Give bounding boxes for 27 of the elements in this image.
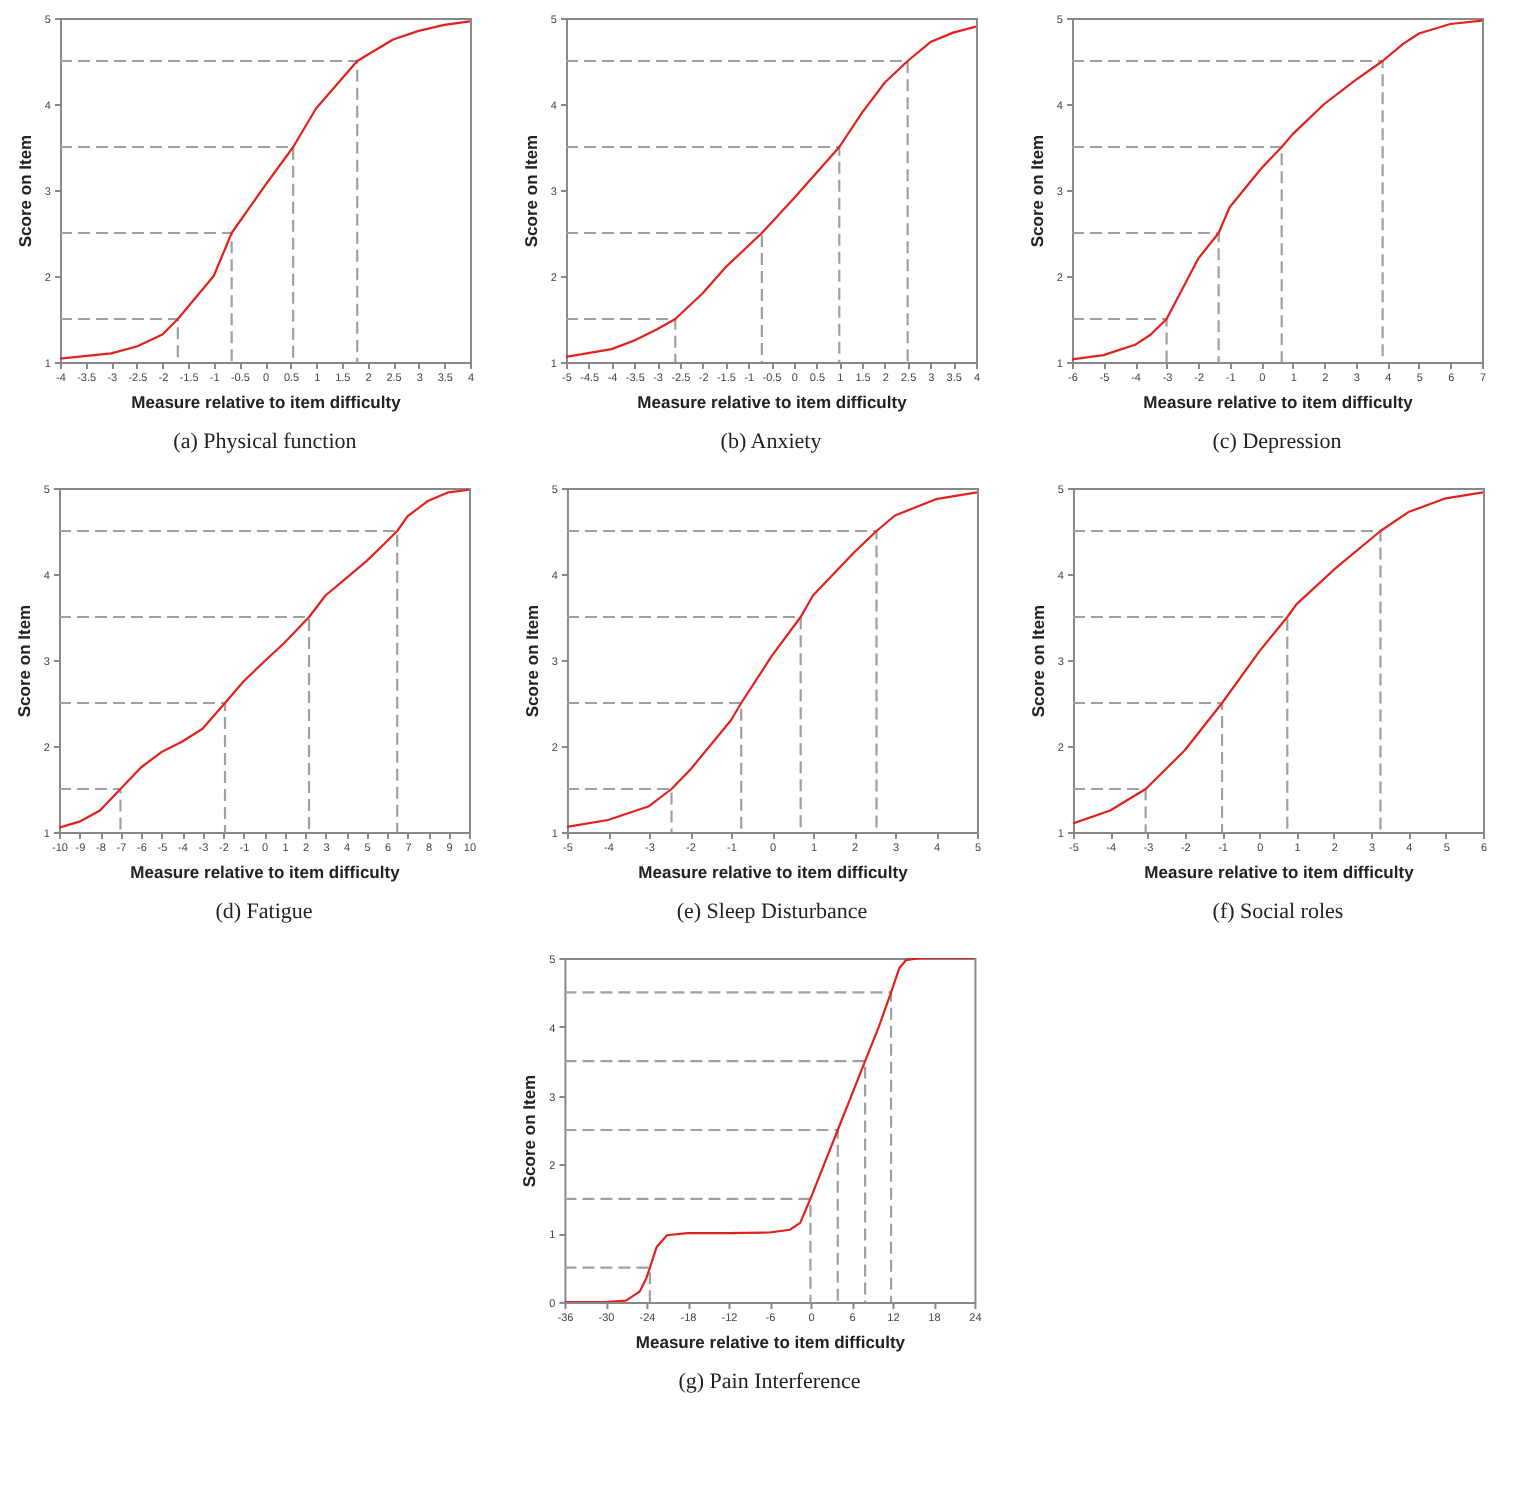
text: (d) Fatigue: [215, 900, 313, 924]
y-axis-title: Score on Item: [519, 1073, 540, 1188]
text: (a) Physical function: [173, 430, 358, 454]
text: (e) Sleep Disturbance: [676, 900, 868, 924]
y-axis-title: Score on Item: [14, 133, 35, 248]
line-series: [1071, 19, 1482, 361]
x-axis-title: Measure relative to item difficulty: [130, 862, 401, 882]
text: (c) Depression: [1212, 430, 1343, 454]
y-axis-title: Score on Item: [520, 133, 541, 248]
text: (b) Anxiety: [720, 430, 823, 454]
y-axis-title: Score on Item: [1027, 603, 1048, 718]
x-axis-title: Measure relative to item difficulty: [131, 392, 402, 412]
line-series: [58, 488, 469, 829]
x-axis-title: Measure relative to item difficulty: [637, 392, 908, 412]
y-axis-title: Score on Item: [521, 603, 542, 718]
line-series: [564, 958, 975, 1302]
y-axis-title: Score on Item: [13, 603, 34, 718]
line-series: [1072, 491, 1483, 825]
y-axis-title: Score on Item: [1026, 133, 1047, 248]
text: (f) Social roles: [1212, 900, 1344, 924]
x-axis-title: Measure relative to item difficulty: [635, 1332, 906, 1352]
x-axis-title: Measure relative to item difficulty: [1144, 862, 1415, 882]
x-axis-title: Measure relative to item difficulty: [1143, 392, 1414, 412]
text: (g) Pain Interference: [678, 1370, 861, 1394]
x-axis-title: Measure relative to item difficulty: [638, 862, 909, 882]
line-series: [566, 491, 977, 828]
line-series: [565, 25, 976, 358]
